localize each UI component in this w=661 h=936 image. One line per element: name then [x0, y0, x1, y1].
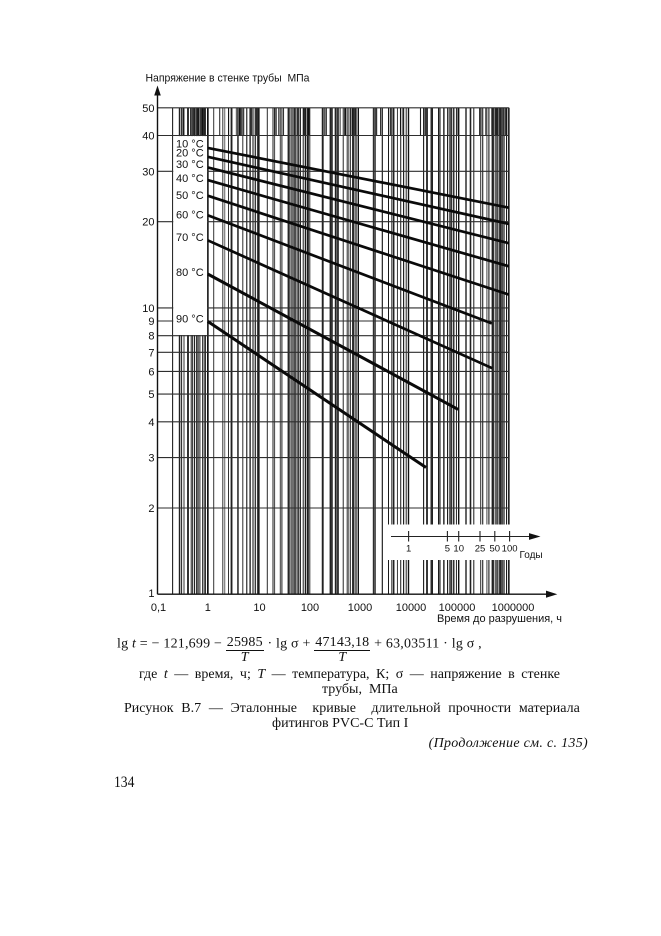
- svg-text:60 °C: 60 °C: [176, 210, 204, 222]
- svg-text:10000: 10000: [396, 602, 427, 614]
- svg-text:70 °C: 70 °C: [176, 232, 204, 244]
- svg-text:1000000: 1000000: [492, 602, 535, 614]
- svg-text:80 °C: 80 °C: [176, 267, 204, 279]
- svg-text:50 °C: 50 °C: [176, 190, 204, 202]
- svg-text:3: 3: [148, 453, 154, 465]
- svg-text:4: 4: [148, 417, 154, 429]
- svg-text:5: 5: [148, 389, 154, 401]
- svg-text:0,1: 0,1: [151, 602, 166, 614]
- svg-text:2: 2: [148, 503, 154, 515]
- svg-text:10: 10: [453, 544, 464, 555]
- svg-text:50: 50: [490, 544, 501, 555]
- svg-text:5: 5: [445, 544, 450, 555]
- svg-text:1000: 1000: [348, 602, 372, 614]
- svg-text:100: 100: [301, 602, 319, 614]
- svg-text:90 °C: 90 °C: [176, 314, 204, 326]
- svg-text:100000: 100000: [439, 602, 476, 614]
- svg-text:Время до разрушения, ч: Время до разрушения, ч: [437, 613, 562, 625]
- svg-text:40: 40: [142, 131, 154, 143]
- svg-text:10 °C: 10 °C: [176, 138, 204, 150]
- svg-text:20: 20: [142, 217, 154, 229]
- svg-text:100: 100: [502, 544, 518, 555]
- svg-text:7: 7: [148, 347, 154, 359]
- svg-text:Годы: Годы: [520, 550, 543, 561]
- svg-text:25: 25: [475, 544, 486, 555]
- svg-text:6: 6: [148, 366, 154, 378]
- svg-text:1: 1: [148, 588, 154, 600]
- svg-text:10: 10: [142, 303, 154, 315]
- svg-text:Напряжение в стенке трубы МПа: Напряжение в стенке трубы МПа: [146, 73, 311, 85]
- svg-text:10: 10: [253, 602, 265, 614]
- svg-text:1: 1: [406, 544, 411, 555]
- svg-text:20 °C: 20 °C: [176, 147, 204, 159]
- svg-text:8: 8: [148, 331, 154, 343]
- svg-text:1: 1: [205, 602, 211, 614]
- svg-text:40 °C: 40 °C: [176, 173, 204, 185]
- svg-text:9: 9: [148, 316, 154, 328]
- svg-text:50: 50: [142, 103, 154, 115]
- svg-text:30: 30: [142, 166, 154, 178]
- svg-text:30 °C: 30 °C: [176, 159, 204, 171]
